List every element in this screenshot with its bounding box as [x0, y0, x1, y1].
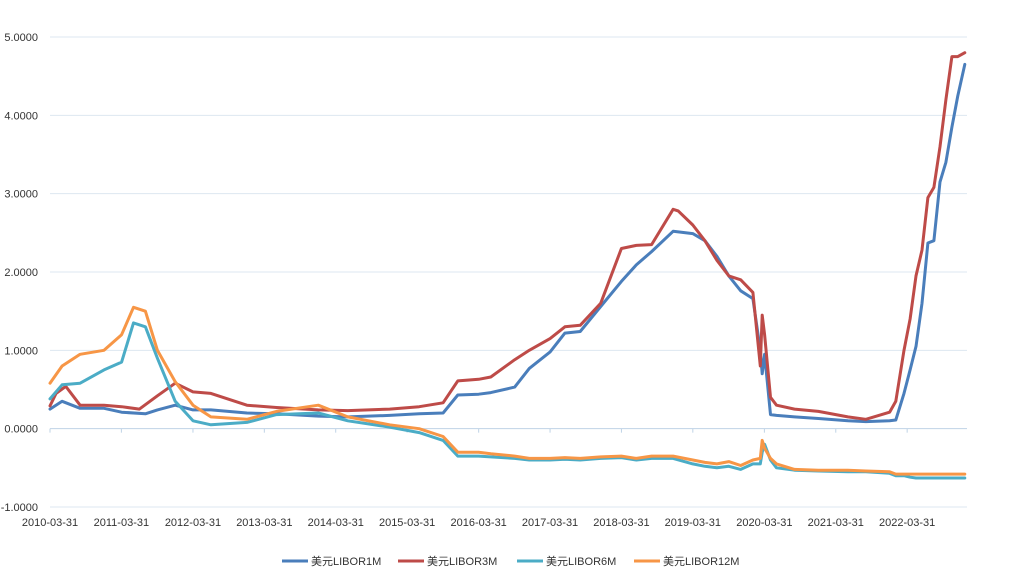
- x-tick-label: 2016-03-31: [451, 517, 507, 529]
- series-line-4: [48, 305, 967, 476]
- y-axis: 5.0000 4.0000 3.0000 2.0000 1.0000 0.0000 -1.0…: [1, 32, 38, 514]
- series-line-1: [48, 62, 967, 424]
- x-tick-label: 2015-03-31: [379, 517, 435, 529]
- legend-label: 美元LIBOR3M: [427, 555, 497, 568]
- gridlines: [50, 36, 967, 508]
- y-tick-label: 2.0000: [4, 267, 38, 279]
- legend: 美元LIBOR1M 美元LIBOR3M 美元LIBOR6M 美元LIBOR12M: [282, 555, 739, 568]
- x-tick-label: 2014-03-31: [308, 517, 364, 529]
- x-tick-label: 2017-03-31: [522, 517, 578, 529]
- legend-label: 美元LIBOR6M: [546, 555, 616, 568]
- legend-label: 美元LIBOR12M: [663, 555, 739, 568]
- x-tick-label: 2020-03-31: [736, 517, 792, 529]
- legend-label: 美元LIBOR1M: [311, 555, 381, 568]
- y-tick-label: 1.0000: [4, 345, 38, 357]
- x-tick-label: 2018-03-31: [593, 517, 649, 529]
- y-tick-label: 0.0000: [4, 424, 38, 436]
- series-line-3: [48, 321, 967, 480]
- y-tick-label: 5.0000: [4, 32, 38, 44]
- series-line-2: [48, 51, 967, 421]
- x-tick-label: 2010-03-31: [22, 517, 78, 529]
- x-tick-label: 2021-03-31: [808, 517, 864, 529]
- y-tick-label: -1.0000: [1, 502, 38, 514]
- x-tick-label: 2022-03-31: [879, 517, 935, 529]
- y-tick-label: 4.0000: [4, 110, 38, 122]
- x-tick-label: 2013-03-31: [236, 517, 292, 529]
- x-axis: 2010-03-31 2011-03-31 2012-03-31 2013-03-31…: [22, 428, 935, 529]
- x-tick-label: 2011-03-31: [94, 517, 149, 529]
- series-lines: [48, 51, 967, 480]
- y-tick-label: 3.0000: [4, 189, 38, 201]
- x-tick-label: 2012-03-31: [165, 517, 221, 529]
- x-tick-label: 2019-03-31: [665, 517, 721, 529]
